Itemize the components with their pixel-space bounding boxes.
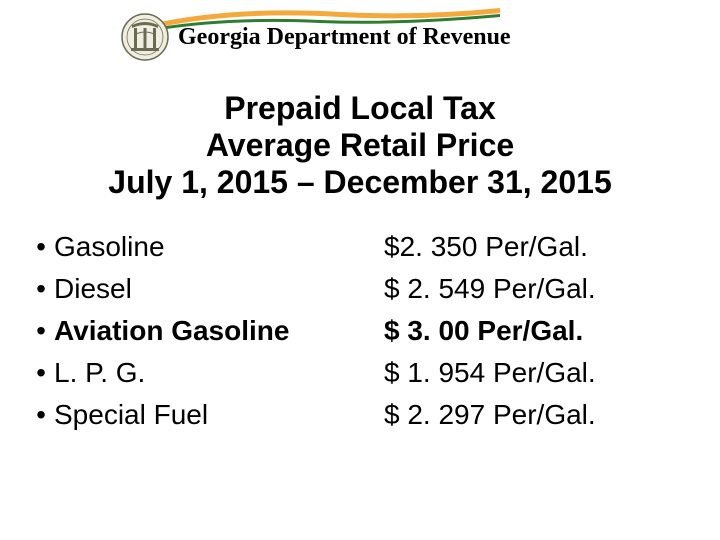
bullet-icon: •: [28, 401, 54, 429]
title-line-2: Average Retail Price: [0, 127, 720, 164]
fuel-label: Special Fuel: [54, 399, 384, 431]
bullet-icon: •: [28, 359, 54, 387]
fuel-label: Diesel: [54, 273, 384, 305]
fuel-price-list: • Gasoline $2. 350 Per/Gal. • Diesel $ 2…: [0, 231, 720, 431]
fuel-price: $ 2. 549 Per/Gal.: [384, 273, 596, 305]
title-line-1: Prepaid Local Tax: [0, 90, 720, 127]
bullet-icon: •: [28, 275, 54, 303]
list-item: • L. P. G. $ 1. 954 Per/Gal.: [28, 357, 720, 389]
header-title: Georgia Department of Revenue: [178, 24, 511, 51]
fuel-label: Aviation Gasoline: [54, 315, 384, 347]
georgia-seal-icon: [120, 12, 170, 62]
fuel-label: Gasoline: [54, 231, 384, 263]
list-item: • Diesel $ 2. 549 Per/Gal.: [28, 273, 720, 305]
slide-header: Georgia Department of Revenue: [0, 0, 720, 62]
bullet-icon: •: [28, 317, 54, 345]
list-item: • Aviation Gasoline $ 3. 00 Per/Gal.: [28, 315, 720, 347]
fuel-price: $ 2. 297 Per/Gal.: [384, 399, 596, 431]
bullet-icon: •: [28, 233, 54, 261]
title-line-3: July 1, 2015 – December 31, 2015: [0, 164, 720, 201]
fuel-price: $2. 350 Per/Gal.: [384, 231, 588, 263]
fuel-label: L. P. G.: [54, 357, 384, 389]
fuel-price: $ 1. 954 Per/Gal.: [384, 357, 596, 389]
fuel-price: $ 3. 00 Per/Gal.: [384, 315, 583, 347]
list-item: • Special Fuel $ 2. 297 Per/Gal.: [28, 399, 720, 431]
list-item: • Gasoline $2. 350 Per/Gal.: [28, 231, 720, 263]
main-title: Prepaid Local Tax Average Retail Price J…: [0, 90, 720, 201]
